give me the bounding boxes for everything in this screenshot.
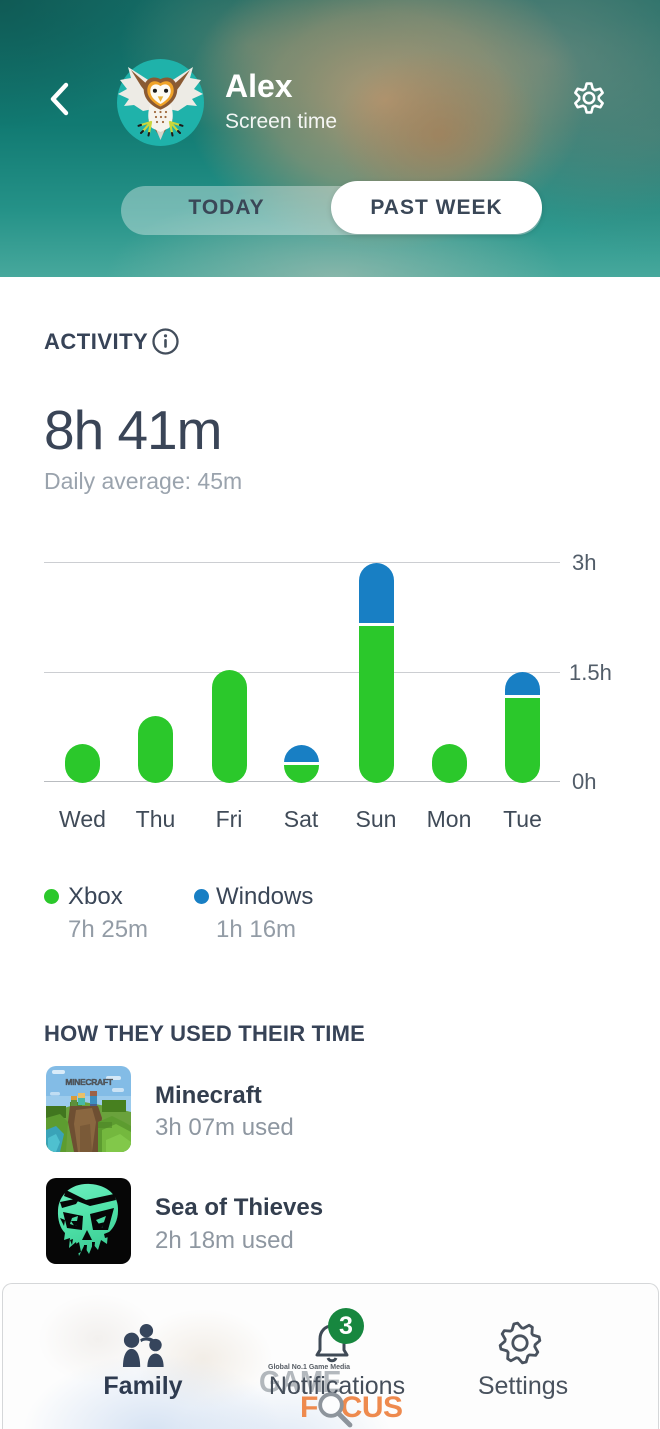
svg-text:MINECRAFT: MINECRAFT bbox=[65, 1077, 113, 1087]
